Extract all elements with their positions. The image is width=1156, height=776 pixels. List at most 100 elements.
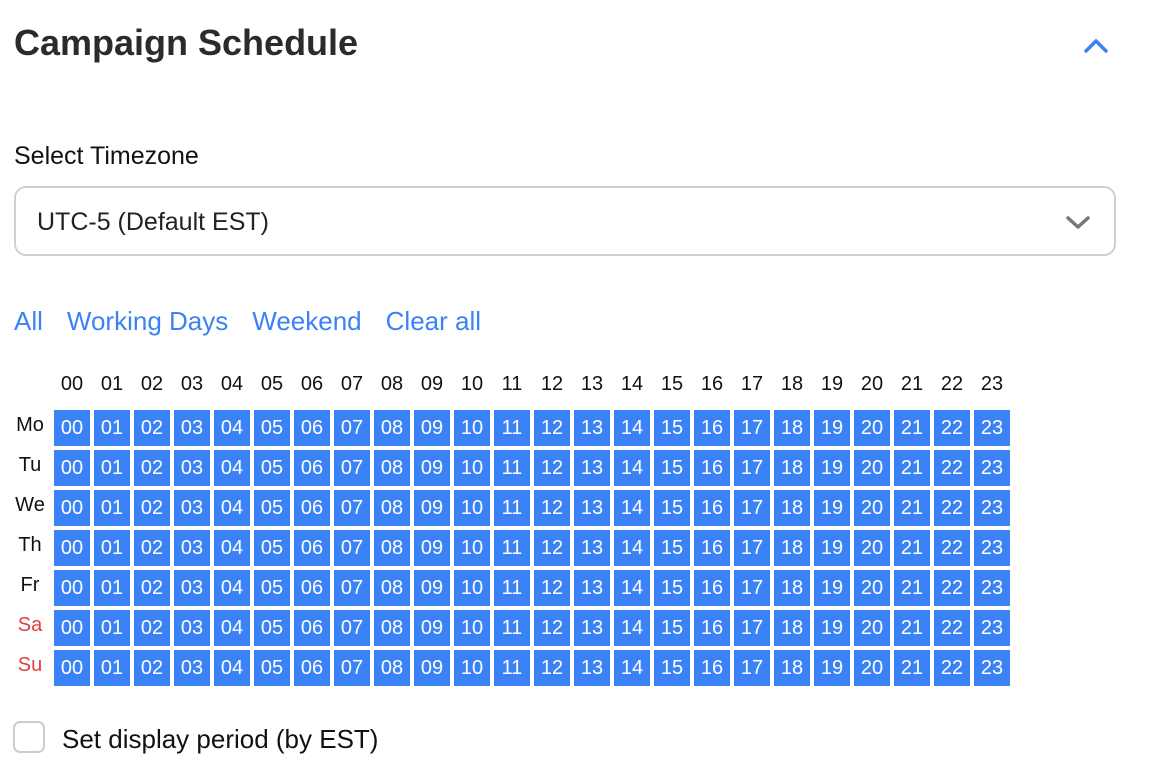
hour-cell[interactable]: 08 [374,530,410,566]
hour-cell[interactable]: 18 [774,570,810,606]
select-all-link[interactable]: All [14,306,43,336]
hour-cell[interactable]: 16 [694,410,730,446]
hour-cell[interactable]: 14 [614,490,650,526]
hour-cell[interactable]: 18 [774,650,810,686]
hour-cell[interactable]: 20 [854,490,890,526]
hour-header[interactable]: 09 [420,373,444,395]
hour-cell[interactable]: 16 [694,530,730,566]
hour-cell[interactable]: 09 [414,450,450,486]
hour-cell[interactable]: 21 [894,530,930,566]
hour-cell[interactable]: 10 [454,530,490,566]
hour-header[interactable]: 17 [740,373,764,395]
hour-cell[interactable]: 15 [654,570,690,606]
hour-cell[interactable]: 14 [614,610,650,646]
hour-cell[interactable]: 01 [94,410,130,446]
hour-cell[interactable]: 06 [294,570,330,606]
hour-cell[interactable]: 03 [174,490,210,526]
hour-cell[interactable]: 02 [134,410,170,446]
hour-cell[interactable]: 21 [894,650,930,686]
hour-cell[interactable]: 13 [574,610,610,646]
hour-cell[interactable]: 23 [974,570,1010,606]
hour-cell[interactable]: 06 [294,650,330,686]
hour-cell[interactable]: 20 [854,410,890,446]
hour-header[interactable]: 12 [540,373,564,395]
hour-cell[interactable]: 23 [974,530,1010,566]
hour-cell[interactable]: 07 [334,530,370,566]
hour-cell[interactable]: 05 [254,490,290,526]
hour-cell[interactable]: 02 [134,570,170,606]
hour-cell[interactable]: 23 [974,490,1010,526]
hour-cell[interactable]: 18 [774,530,810,566]
hour-cell[interactable]: 19 [814,450,850,486]
hour-cell[interactable]: 13 [574,570,610,606]
hour-cell[interactable]: 09 [414,650,450,686]
hour-cell[interactable]: 17 [734,490,770,526]
hour-cell[interactable]: 07 [334,650,370,686]
hour-cell[interactable]: 04 [214,570,250,606]
hour-header[interactable]: 00 [60,373,84,395]
hour-cell[interactable]: 02 [134,450,170,486]
hour-cell[interactable]: 05 [254,530,290,566]
hour-cell[interactable]: 22 [934,610,970,646]
hour-cell[interactable]: 09 [414,610,450,646]
hour-header[interactable]: 04 [220,373,244,395]
hour-cell[interactable]: 00 [54,410,90,446]
hour-cell[interactable]: 19 [814,490,850,526]
hour-cell[interactable]: 11 [494,530,530,566]
hour-cell[interactable]: 03 [174,650,210,686]
hour-cell[interactable]: 22 [934,490,970,526]
hour-cell[interactable]: 20 [854,570,890,606]
hour-cell[interactable]: 13 [574,410,610,446]
hour-cell[interactable]: 05 [254,410,290,446]
hour-cell[interactable]: 08 [374,410,410,446]
hour-cell[interactable]: 04 [214,410,250,446]
hour-cell[interactable]: 06 [294,450,330,486]
hour-cell[interactable]: 04 [214,530,250,566]
hour-cell[interactable]: 10 [454,490,490,526]
hour-cell[interactable]: 05 [254,610,290,646]
hour-cell[interactable]: 19 [814,650,850,686]
hour-cell[interactable]: 04 [214,610,250,646]
hour-header[interactable]: 07 [340,373,364,395]
hour-cell[interactable]: 12 [534,450,570,486]
hour-header[interactable]: 10 [460,373,484,395]
hour-cell[interactable]: 21 [894,490,930,526]
hour-cell[interactable]: 17 [734,650,770,686]
hour-cell[interactable]: 04 [214,490,250,526]
day-label[interactable]: Mo [16,414,44,436]
hour-cell[interactable]: 17 [734,570,770,606]
hour-cell[interactable]: 21 [894,450,930,486]
hour-cell[interactable]: 21 [894,610,930,646]
hour-cell[interactable]: 11 [494,410,530,446]
hour-cell[interactable]: 17 [734,610,770,646]
hour-cell[interactable]: 23 [974,450,1010,486]
hour-header[interactable]: 23 [980,373,1004,395]
hour-cell[interactable]: 15 [654,490,690,526]
hour-cell[interactable]: 00 [54,450,90,486]
hour-cell[interactable]: 10 [454,450,490,486]
hour-cell[interactable]: 02 [134,530,170,566]
hour-cell[interactable]: 19 [814,410,850,446]
hour-cell[interactable]: 09 [414,490,450,526]
display-period-checkbox[interactable] [13,721,45,753]
hour-cell[interactable]: 14 [614,410,650,446]
hour-cell[interactable]: 12 [534,650,570,686]
hour-header[interactable]: 05 [260,373,284,395]
hour-header[interactable]: 08 [380,373,404,395]
hour-cell[interactable]: 06 [294,530,330,566]
hour-cell[interactable]: 13 [574,490,610,526]
hour-cell[interactable]: 11 [494,570,530,606]
hour-cell[interactable]: 03 [174,530,210,566]
hour-cell[interactable]: 21 [894,570,930,606]
hour-cell[interactable]: 08 [374,610,410,646]
hour-cell[interactable]: 14 [614,570,650,606]
hour-cell[interactable]: 01 [94,650,130,686]
hour-cell[interactable]: 10 [454,410,490,446]
hour-cell[interactable]: 16 [694,650,730,686]
hour-cell[interactable]: 09 [414,410,450,446]
select-working-days-link[interactable]: Working Days [66,306,229,336]
hour-cell[interactable]: 18 [774,610,810,646]
hour-cell[interactable]: 20 [854,450,890,486]
hour-cell[interactable]: 12 [534,410,570,446]
hour-header[interactable]: 18 [780,373,804,395]
